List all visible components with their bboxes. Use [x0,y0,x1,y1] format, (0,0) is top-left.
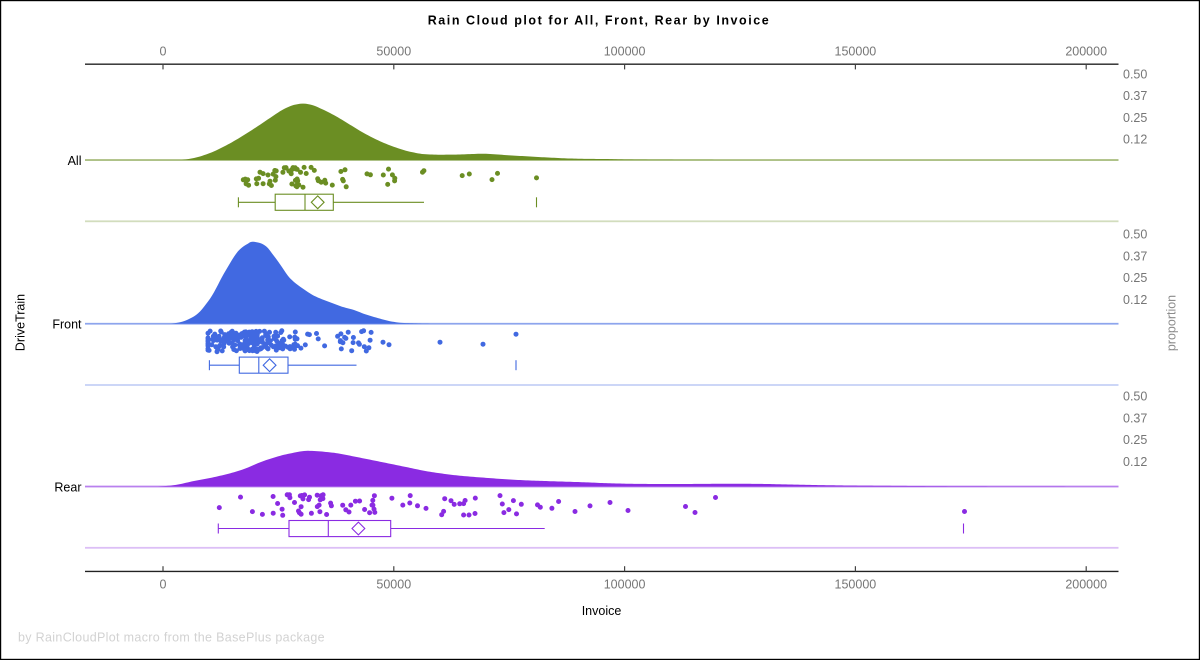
svg-text:0.37: 0.37 [1123,250,1147,264]
svg-text:DriveTrain: DriveTrain [14,294,28,351]
svg-text:0.12: 0.12 [1123,133,1147,147]
svg-text:All: All [68,154,82,168]
svg-text:200000: 200000 [1065,578,1107,592]
svg-text:0.50: 0.50 [1123,67,1147,81]
svg-text:proportion: proportion [1165,295,1179,351]
svg-text:0: 0 [160,578,167,592]
svg-text:200000: 200000 [1065,45,1107,59]
svg-text:0: 0 [160,45,167,59]
svg-text:0.37: 0.37 [1123,89,1147,103]
svg-text:Rain Cloud plot for All, Front: Rain Cloud plot for All, Front, Rear by … [428,14,771,28]
svg-text:0.12: 0.12 [1123,293,1147,307]
svg-text:50000: 50000 [376,45,411,59]
svg-text:Rear: Rear [54,481,81,495]
svg-text:0.25: 0.25 [1123,271,1147,285]
svg-text:0.50: 0.50 [1123,228,1147,242]
svg-text:0.50: 0.50 [1123,390,1147,404]
svg-text:0.25: 0.25 [1123,111,1147,125]
svg-text:by RainCloudPlot macro from th: by RainCloudPlot macro from the BasePlus… [18,631,325,645]
svg-text:100000: 100000 [604,45,646,59]
svg-text:0.37: 0.37 [1123,412,1147,426]
svg-text:0.12: 0.12 [1123,455,1147,469]
svg-text:Front: Front [52,318,82,332]
svg-text:150000: 150000 [835,578,877,592]
svg-text:0.25: 0.25 [1123,433,1147,447]
svg-text:100000: 100000 [604,578,646,592]
svg-text:Invoice: Invoice [582,604,622,618]
svg-text:150000: 150000 [835,45,877,59]
svg-text:50000: 50000 [376,578,411,592]
